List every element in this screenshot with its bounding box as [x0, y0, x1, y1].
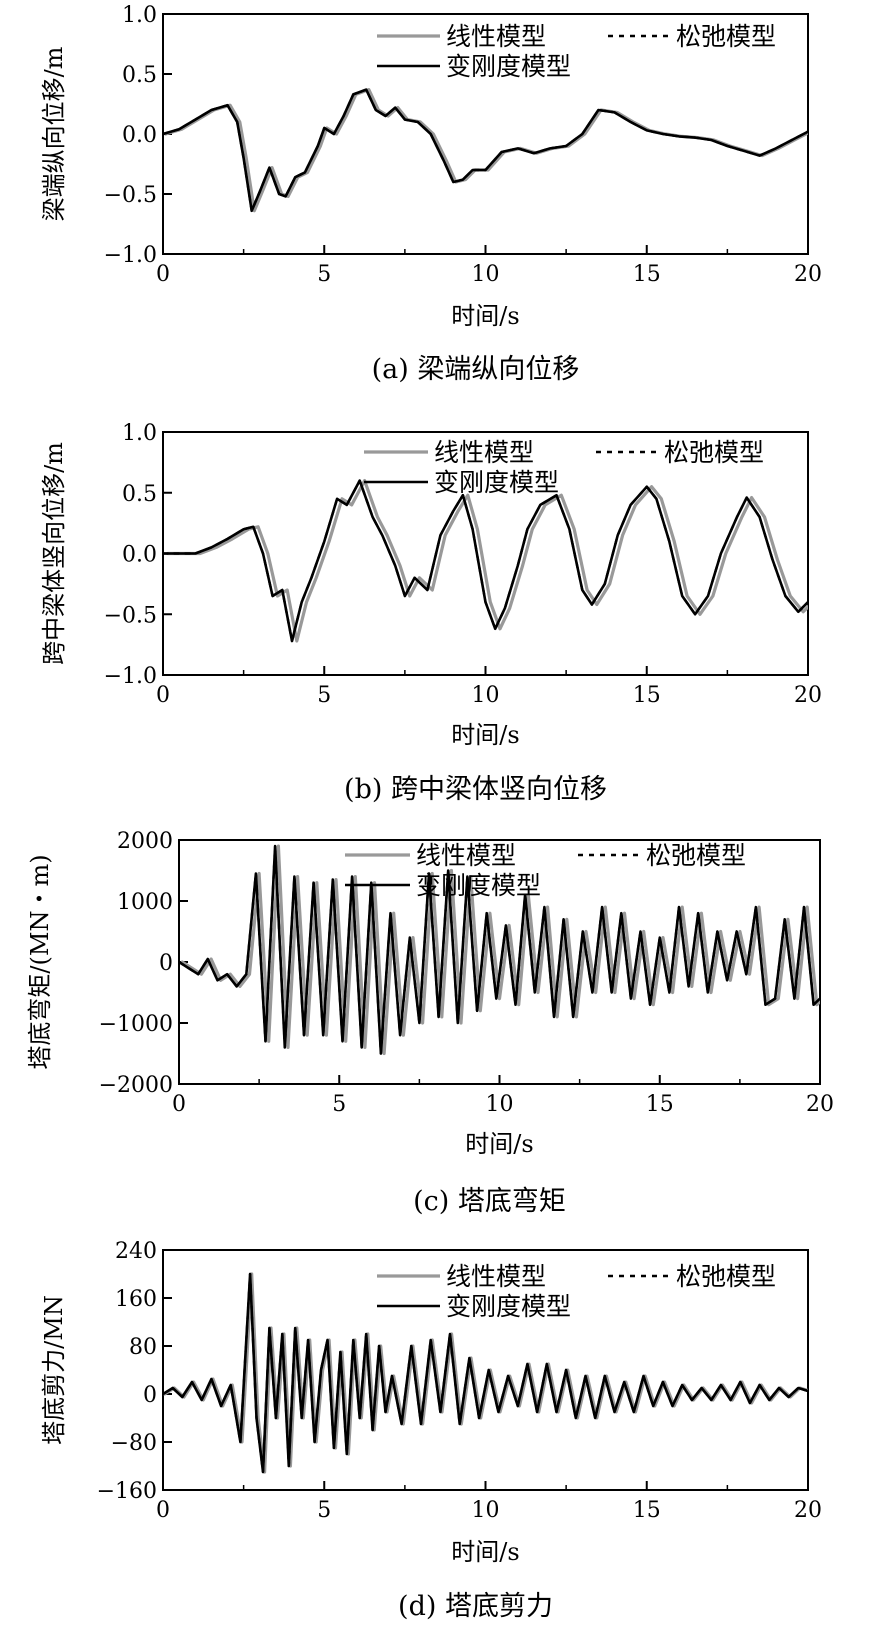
legend-label-linear: 线性模型 — [446, 1262, 546, 1291]
x-tick-label: 5 — [317, 262, 331, 287]
y-tick-label: −0.5 — [104, 603, 157, 628]
y-axis-label: 跨中梁体竖向位移/m — [40, 442, 68, 665]
legend-label-linear: 线性模型 — [434, 438, 534, 467]
y-tick-label: −2000 — [99, 1073, 173, 1098]
y-tick-label: −1.0 — [104, 664, 157, 689]
y-tick-label: 0.0 — [122, 123, 157, 148]
legend-label-variable: 变刚度模型 — [446, 1292, 571, 1321]
legend-label-relaxed: 松弛模型 — [646, 841, 746, 870]
x-tick-label: 15 — [633, 1498, 661, 1523]
legend-label-relaxed: 松弛模型 — [676, 22, 776, 51]
chart-panel-c: 0 5 10 15 20 2000 1000 0 −1000 −2000 时间/s 塔底弯矩/(MN・… — [26, 829, 834, 1217]
panel-caption: (d) 塔底剪力 — [398, 1591, 553, 1622]
series-line-relaxed — [163, 479, 808, 643]
panel-caption: (a) 梁端纵向位移 — [372, 354, 580, 385]
y-tick-label: 0 — [143, 1383, 157, 1408]
y-tick-label: 0.5 — [122, 63, 157, 88]
x-tick-label: 10 — [486, 1092, 514, 1117]
panel-caption: (c) 塔底弯矩 — [413, 1186, 566, 1217]
y-tick-label: −1000 — [99, 1012, 173, 1037]
y-tick-label: 2000 — [117, 829, 173, 854]
series-line-variable-stiffness — [163, 88, 808, 213]
x-tick-label: 5 — [317, 1498, 331, 1523]
legend-label-linear: 线性模型 — [446, 22, 546, 51]
x-tick-label: 20 — [794, 683, 822, 708]
legend-label-linear: 线性模型 — [416, 841, 516, 870]
x-tick-label: 20 — [794, 262, 822, 287]
x-tick-label: 20 — [806, 1092, 834, 1117]
x-axis-label: 时间/s — [451, 1538, 519, 1566]
y-tick-label: 0 — [159, 951, 173, 976]
x-axis-label: 时间/s — [465, 1130, 533, 1158]
x-tick-label: 10 — [472, 683, 500, 708]
y-tick-label: 240 — [115, 1239, 157, 1264]
chart-panel-a: 0 5 10 15 20 1.0 0.5 0.0 −0.5 −1.0 时间/s 梁端纵向位移/m (a)… — [40, 3, 822, 385]
y-axis-label: 塔底弯矩/(MN・m) — [26, 854, 54, 1069]
x-tick-label: 10 — [472, 1498, 500, 1523]
x-tick-label: 5 — [317, 683, 331, 708]
legend-label-variable: 变刚度模型 — [416, 871, 541, 900]
series-line-linear — [166, 479, 808, 643]
y-axis-label: 梁端纵向位移/m — [40, 46, 68, 221]
y-tick-label: −1.0 — [104, 243, 157, 268]
legend-label-variable: 变刚度模型 — [446, 52, 571, 81]
series-line-linear — [163, 1272, 808, 1474]
chart-panel-d: 0 5 10 15 20 240 160 80 0 −80 −160 时间/s 塔底剪力/MN (d) 塔… — [40, 1239, 822, 1622]
x-tick-label: 5 — [332, 1092, 346, 1117]
x-tick-label: 15 — [633, 262, 661, 287]
x-axis-label: 时间/s — [451, 302, 519, 330]
x-tick-label: 10 — [472, 262, 500, 287]
series-line-linear — [164, 87, 808, 213]
x-tick-label: 15 — [646, 1092, 674, 1117]
y-tick-label: 1.0 — [122, 421, 157, 446]
x-tick-label: 0 — [156, 262, 170, 287]
y-axis-label: 塔底剪力/MN — [40, 1295, 68, 1445]
y-tick-label: −80 — [111, 1431, 157, 1456]
x-tick-label: 0 — [172, 1092, 186, 1117]
legend-label-relaxed: 松弛模型 — [664, 438, 764, 467]
legend-label-relaxed: 松弛模型 — [676, 1262, 776, 1291]
y-tick-label: 0.5 — [122, 482, 157, 507]
y-tick-label: −160 — [97, 1479, 157, 1504]
x-tick-label: 0 — [156, 1498, 170, 1523]
y-tick-label: 1.0 — [122, 3, 157, 28]
chart-panel-b: 0 5 10 15 20 1.0 0.5 0.0 −0.5 −1.0 时间/s 跨中梁体竖向位移/m (… — [40, 421, 822, 805]
y-tick-label: 80 — [129, 1335, 157, 1360]
series-line-variable-stiffness — [179, 844, 820, 1055]
y-tick-label: 1000 — [117, 890, 173, 915]
x-tick-label: 20 — [794, 1498, 822, 1523]
series-line-variable-stiffness — [163, 1272, 808, 1474]
y-tick-label: 160 — [115, 1287, 157, 1312]
legend-label-variable: 变刚度模型 — [434, 468, 559, 497]
y-tick-label: 0.0 — [122, 543, 157, 568]
x-axis-label: 时间/s — [451, 721, 519, 749]
series-line-variable-stiffness — [163, 479, 808, 643]
y-tick-label: −0.5 — [104, 183, 157, 208]
panel-caption: (b) 跨中梁体竖向位移 — [344, 774, 607, 805]
x-tick-label: 15 — [633, 683, 661, 708]
x-tick-label: 0 — [156, 683, 170, 708]
